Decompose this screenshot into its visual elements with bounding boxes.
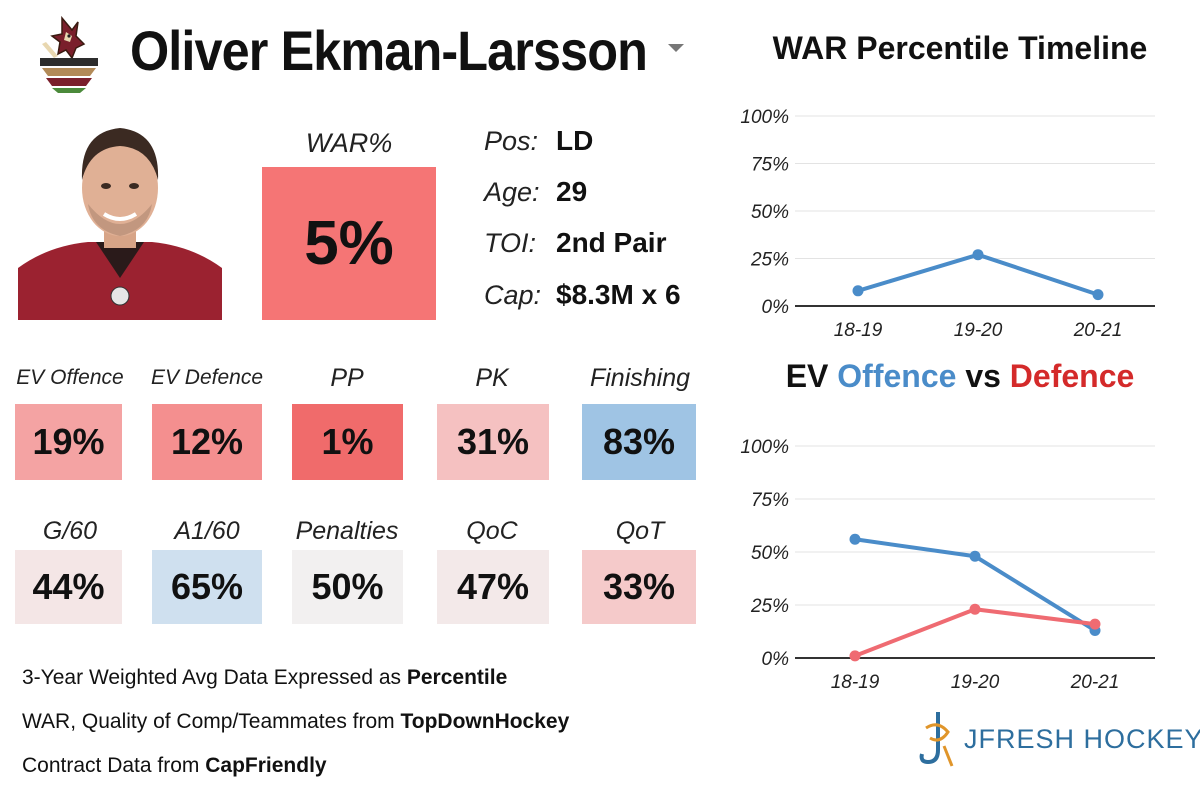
data-point [849,533,861,545]
stat-label-pp: PP [330,364,364,392]
stat-box-pp: 1% [292,404,403,480]
chart2-title: EV Offence vs Defence [785,358,1135,394]
data-point [1092,289,1104,301]
stat-label-a160: A1/60 [174,517,240,545]
stat-box-a160: 65% [152,550,262,624]
y-tick-label: 25% [750,596,789,617]
y-tick-label: 50% [751,202,789,223]
stat-box-finishing: 83% [582,404,696,480]
data-point [1089,618,1101,630]
stat-label-pk: PK [475,364,509,392]
x-tick-label: 19-20 [954,320,1003,341]
stat-box-penalties: 50% [292,550,403,624]
x-tick-label: 18-19 [831,672,880,693]
footer-line-3: Contract Data from CapFriendly [22,754,327,777]
x-tick-label: 19-20 [951,672,1000,693]
coyotes-logo [40,15,98,93]
toi-value: 2nd Pair [556,227,667,258]
y-tick-label: 25% [750,250,789,271]
chevron-down-icon[interactable] [668,44,684,52]
age-label: Age: [484,177,540,207]
stat-box-ev-defence: 12% [152,404,262,480]
x-tick-label: 20-21 [1070,672,1120,693]
stat-label-qot: QoT [615,517,665,545]
data-point [849,650,861,662]
ev-offence-defence-chart: 0% 25% 50% 75% 100% 18-19 19-20 20-21 [740,437,1155,693]
data-point [852,285,864,297]
pos-value: LD [556,125,594,156]
stat-label-finishing: Finishing [589,364,691,392]
chart1-title: WAR Percentile Timeline [772,30,1148,66]
stat-box-g60: 44% [15,550,122,624]
y-tick-label: 100% [740,437,789,458]
war-label: WAR% [305,128,393,158]
war-value: 5% [262,167,436,320]
series-line-defence [854,607,1096,658]
stat-label-penalties: Penalties [295,517,399,545]
y-tick-label: 0% [762,297,790,318]
stat-label-g60: G/60 [42,517,98,545]
stat-box-ev-offence: 19% [15,404,122,480]
player-photo [18,118,222,320]
x-tick-label: 20-21 [1073,320,1123,341]
stat-label-qoc: QoC [466,517,518,545]
war-timeline-chart: 0% 25% 50% 75% 100% 18-19 19-20 20-21 [740,107,1155,341]
stat-box-qoc: 47% [437,550,549,624]
y-tick-label: 50% [751,543,789,564]
data-point [969,550,981,562]
cap-value: $8.3M x 6 [556,279,681,310]
x-tick-label: 18-19 [834,320,883,341]
brand-name: JFRESH HOCKEY [964,724,1200,754]
toi-label: TOI: [484,228,537,258]
pos-label: Pos: [484,126,539,156]
data-point [972,249,984,261]
y-tick-label: 75% [751,490,789,511]
age-value: 29 [556,176,588,207]
data-point [969,603,981,615]
footer-line-2: WAR, Quality of Comp/Teammates from TopD… [22,710,570,733]
stat-box-qot: 33% [582,550,696,624]
y-tick-label: 100% [740,107,789,128]
stat-label-ev-defence: EV Defence [150,366,264,389]
player-name: Oliver Ekman-Larsson [130,19,648,82]
stat-label-ev-offence: EV Offence [16,366,124,389]
footer-line-1: 3-Year Weighted Avg Data Expressed as Pe… [22,666,508,689]
y-tick-label: 75% [751,155,789,176]
jfresh-logo-icon [919,712,954,767]
stat-box-pk: 31% [437,404,549,480]
brand: JFRESH HOCKEY [918,708,1200,770]
cap-label: Cap: [484,280,542,310]
series-line-0 [857,252,1099,297]
y-tick-label: 0% [762,649,790,670]
